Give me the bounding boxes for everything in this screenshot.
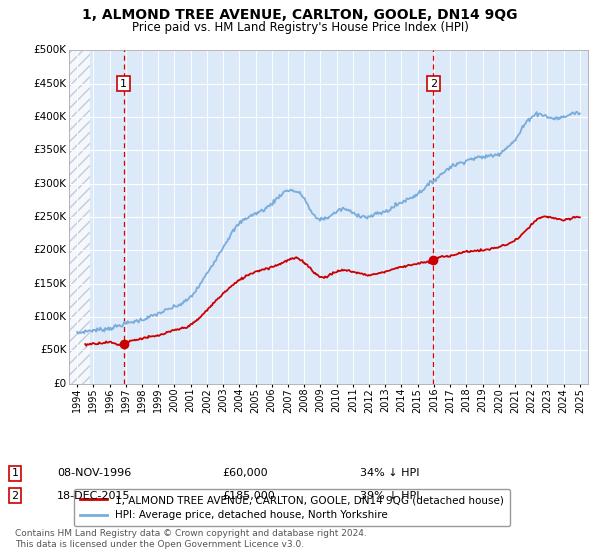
- Text: Price paid vs. HM Land Registry's House Price Index (HPI): Price paid vs. HM Land Registry's House …: [131, 21, 469, 34]
- Text: £60,000: £60,000: [222, 468, 268, 478]
- Text: 1: 1: [11, 468, 19, 478]
- Text: 08-NOV-1996: 08-NOV-1996: [57, 468, 131, 478]
- Text: £250K: £250K: [33, 212, 67, 222]
- Text: £350K: £350K: [33, 146, 67, 155]
- Text: £50K: £50K: [40, 346, 67, 355]
- Text: £300K: £300K: [34, 179, 67, 189]
- Text: £150K: £150K: [33, 279, 67, 288]
- Text: 39% ↓ HPI: 39% ↓ HPI: [360, 491, 419, 501]
- Text: £185,000: £185,000: [222, 491, 275, 501]
- Text: £400K: £400K: [34, 112, 67, 122]
- Text: 1: 1: [120, 79, 127, 88]
- Text: £0: £0: [53, 379, 67, 389]
- Text: £450K: £450K: [33, 79, 67, 88]
- Legend: 1, ALMOND TREE AVENUE, CARLTON, GOOLE, DN14 9QG (detached house), HPI: Average p: 1, ALMOND TREE AVENUE, CARLTON, GOOLE, D…: [74, 489, 510, 526]
- Text: 2: 2: [430, 79, 437, 88]
- Text: 34% ↓ HPI: 34% ↓ HPI: [360, 468, 419, 478]
- Text: 18-DEC-2015: 18-DEC-2015: [57, 491, 131, 501]
- Text: Contains HM Land Registry data © Crown copyright and database right 2024.
This d: Contains HM Land Registry data © Crown c…: [15, 529, 367, 549]
- Text: £100K: £100K: [34, 312, 67, 322]
- Text: 2: 2: [11, 491, 19, 501]
- Text: £200K: £200K: [34, 245, 67, 255]
- Text: £500K: £500K: [34, 45, 67, 55]
- Text: 1, ALMOND TREE AVENUE, CARLTON, GOOLE, DN14 9QG: 1, ALMOND TREE AVENUE, CARLTON, GOOLE, D…: [82, 8, 518, 22]
